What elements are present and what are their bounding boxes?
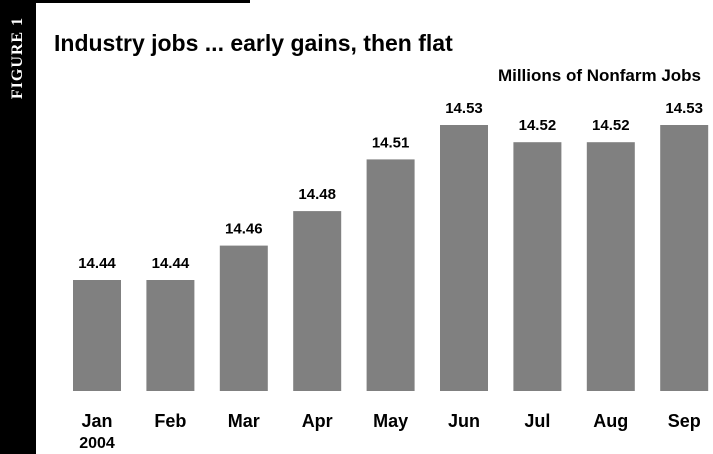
top-rule [36, 0, 250, 3]
bar-aug [586, 142, 635, 391]
category-label: Aug [593, 411, 628, 431]
chart-title: Industry jobs ... early gains, then flat [54, 30, 453, 56]
bar-sep [660, 125, 709, 391]
bar-jul [513, 142, 562, 391]
value-label: 14.52 [519, 117, 557, 134]
category-label: May [373, 411, 408, 431]
figure-side-band: FIGURE 1 [0, 0, 36, 454]
units-label: Millions of Nonfarm Jobs [497, 66, 701, 85]
category-label: Jan [81, 411, 112, 431]
value-label: 14.44 [152, 255, 190, 272]
category-label: Jul [524, 411, 550, 431]
bar-feb [146, 280, 195, 391]
bar-may [366, 159, 415, 391]
bar-jan [73, 280, 121, 391]
year-label: 2004 [79, 435, 115, 452]
value-label: 14.51 [372, 134, 410, 151]
value-label: 14.44 [78, 255, 116, 272]
category-label: Apr [302, 411, 333, 431]
bar-jun [440, 125, 488, 391]
category-label: Feb [154, 411, 186, 431]
value-label: 14.53 [665, 100, 703, 117]
value-label: 14.53 [445, 100, 483, 117]
value-label: 14.46 [225, 221, 263, 238]
bar-mar [219, 245, 268, 391]
value-label: 14.52 [592, 117, 630, 134]
value-label: 14.48 [298, 186, 336, 203]
category-label: Sep [668, 411, 701, 431]
category-label: Jun [448, 411, 480, 431]
category-label: Mar [228, 411, 260, 431]
bar-apr [293, 211, 342, 391]
